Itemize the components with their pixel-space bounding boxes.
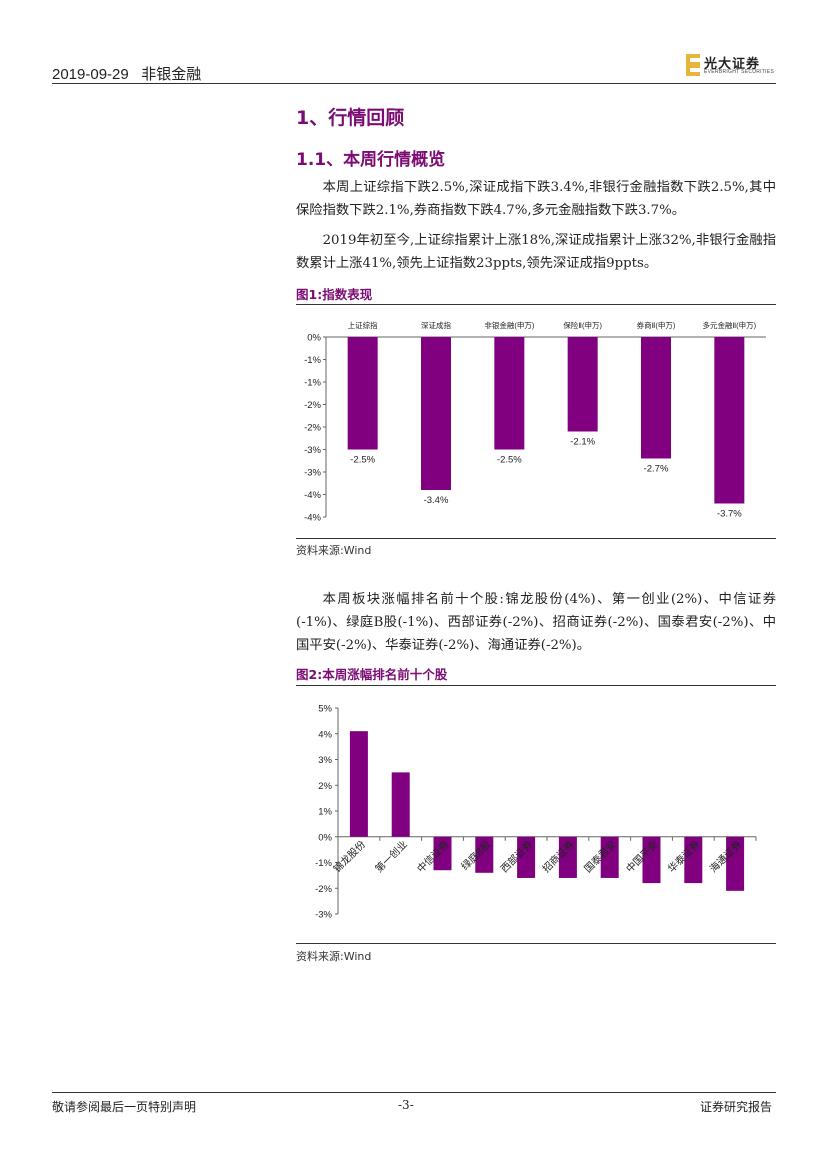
company-logo: 光大证券 EVERBRIGHT SECURITIES: [686, 52, 778, 80]
figure1-top-rule: [296, 304, 776, 305]
y-tick-label: -3%: [304, 468, 321, 479]
bar: [641, 337, 671, 459]
bar: [349, 731, 368, 837]
bar: [600, 836, 619, 878]
data-label: -2.7%: [644, 464, 669, 475]
bar: [391, 772, 410, 837]
data-label: -2.1%: [570, 437, 595, 448]
figure1-source: 资料来源:Wind: [296, 544, 372, 557]
data-label: -3.4%: [424, 495, 449, 506]
figure2-bars: 锦龙股份 第一创业 中信证券 绿庭B股 西部证券 招商证券 国泰君安 中国平安 华泰证券 海通证券: [331, 731, 745, 891]
bar: [347, 337, 378, 450]
bar: [517, 836, 536, 878]
header-rule: [52, 83, 776, 84]
header-date: 2019-09-29: [52, 66, 129, 83]
bar: [714, 337, 745, 504]
bar: [726, 836, 745, 891]
figure1-title: 图1:指数表现: [296, 287, 373, 302]
figure2-title: 图2:本周涨幅排名前十个股: [296, 667, 448, 682]
category-label: 第一创业: [372, 838, 409, 875]
figure2-bottom-rule: [296, 943, 776, 944]
y-tick-label: 0%: [318, 832, 332, 843]
bar: [421, 337, 451, 490]
y-tick-label: -3%: [315, 910, 332, 921]
figure1-bottom-rule: [296, 538, 776, 539]
y-tick-label: -2%: [304, 400, 321, 411]
category-label: 深证成指: [421, 320, 451, 330]
data-label: -2.5%: [497, 455, 522, 466]
header-section: 非银金融: [141, 66, 202, 83]
y-tick-label: -1%: [304, 378, 321, 389]
category-label: 券商Ⅱ(申万): [637, 320, 676, 330]
bar: [494, 337, 525, 450]
footer-report-type: 证券研究报告: [700, 1100, 773, 1114]
y-tick-label: 0%: [307, 333, 321, 344]
logo-text-en: EVERBRIGHT SECURITIES: [704, 69, 775, 75]
figure1-axis: 0% -1% -1% -2% -2% -3% -3% -4% -4%: [304, 333, 766, 524]
bar: [684, 836, 703, 884]
figure2-chart: 5% 4% 3% 2% 1% 0% -1% -2% -3% 锦龙股份 第一创业 中信证券 绿庭B股 西部…: [315, 704, 757, 921]
category-label: 保险Ⅱ(申万): [563, 320, 602, 330]
paragraph-weekly-summary: 本周上证综指下跌2.5%,深证成指下跌3.4%,非银行金融指数下跌2.5%,其中…: [296, 180, 776, 218]
category-label: 非银金融(申万): [484, 320, 534, 330]
y-tick-label: 2%: [318, 781, 332, 792]
y-tick-label: 4%: [318, 729, 332, 740]
footer-disclaimer: 敬请参阅最后一页特别声明: [52, 1100, 197, 1114]
figure1-chart: 0% -1% -1% -2% -2% -3% -3% -4% -4% 上证综指 -2.5% 深证成指…: [304, 320, 766, 524]
y-tick-label: 1%: [318, 807, 332, 818]
figure1-bars: 上证综指 -2.5% 深证成指 -3.4% 非银金融(申万) -2.5% 保险Ⅱ(申万) -2…: [347, 320, 757, 520]
y-tick-label: -1%: [315, 858, 332, 869]
bar: [567, 337, 598, 432]
figure2-source: 资料来源:Wind: [296, 950, 372, 963]
section-title: 1、行情回顾: [296, 107, 405, 129]
footer-page-number: -3-: [398, 1098, 414, 1112]
category-label: 上证综指: [348, 320, 378, 330]
bar: [433, 836, 452, 871]
y-tick-label: -4%: [304, 490, 321, 501]
paragraph-ytd-summary: 2019年初至今,上证综指累计上涨18%,深证成指累计上涨32%,非银行金融指数…: [296, 233, 776, 271]
bar: [642, 836, 661, 884]
bar: [475, 836, 494, 873]
header-date-section: 2019-09-29 非银金融: [52, 63, 201, 84]
paragraph-top-stocks: 本周板块涨幅排名前十个股:锦龙股份(4%)、第一创业(2%)、中信证券(-1%)…: [296, 592, 776, 653]
logo-text-cn: 光大证券: [704, 57, 761, 72]
figure2-axis: 5% 4% 3% 2% 1% 0% -1% -2% -3%: [315, 704, 757, 921]
y-tick-label: -2%: [304, 423, 321, 434]
y-tick-label: -4%: [304, 513, 321, 524]
category-label: 多元金融Ⅱ(申万): [702, 320, 756, 330]
category-label: 锦龙股份: [331, 838, 368, 875]
footer-rule: [52, 1092, 776, 1093]
logo-mark-icon: [686, 54, 700, 76]
figure2-top-rule: [296, 685, 776, 686]
y-tick-label: 5%: [318, 704, 332, 715]
data-label: -3.7%: [717, 509, 742, 520]
y-tick-label: 3%: [318, 755, 332, 766]
data-label: -2.5%: [350, 455, 375, 466]
y-tick-label: -2%: [315, 884, 332, 895]
subsection-title: 1.1、本周行情概览: [296, 150, 446, 170]
y-tick-label: -3%: [304, 445, 321, 456]
bar: [558, 836, 577, 878]
y-tick-label: -1%: [304, 355, 321, 366]
